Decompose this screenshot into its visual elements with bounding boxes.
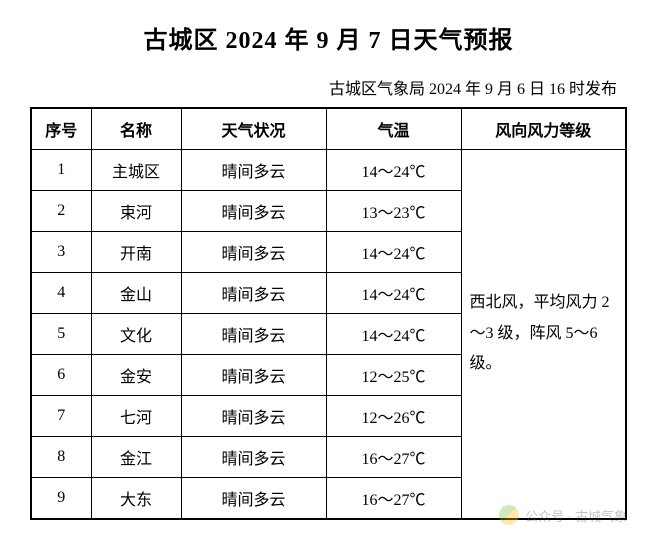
page-title: 古城区 2024 年 9 月 7 日天气预报 (30, 20, 627, 55)
cell-weather: 晴间多云 (181, 150, 326, 191)
watermark-text: 公众号 · 古城气象 (525, 506, 627, 525)
cell-name: 金山 (91, 273, 181, 314)
cell-seq: 1 (31, 150, 91, 191)
cell-name: 七河 (91, 396, 181, 437)
cell-temp: 13～23℃ (326, 191, 461, 232)
cell-temp: 14～24℃ (326, 232, 461, 273)
header-name: 名称 (91, 108, 181, 150)
header-weather: 天气状况 (181, 108, 326, 150)
cell-seq: 8 (31, 437, 91, 478)
cell-weather: 晴间多云 (181, 478, 326, 520)
cell-weather: 晴间多云 (181, 396, 326, 437)
cell-name: 主城区 (91, 150, 181, 191)
cell-weather: 晴间多云 (181, 314, 326, 355)
cell-seq: 9 (31, 478, 91, 520)
cell-weather: 晴间多云 (181, 232, 326, 273)
cell-temp: 12～26℃ (326, 396, 461, 437)
cell-weather: 晴间多云 (181, 437, 326, 478)
header-temp: 气温 (326, 108, 461, 150)
cell-name: 开南 (91, 232, 181, 273)
table-header-row: 序号 名称 天气状况 气温 风向风力等级 (31, 108, 626, 150)
publish-info: 古城区气象局 2024 年 9 月 6 日 16 时发布 (30, 75, 627, 99)
cell-temp: 16～27℃ (326, 478, 461, 520)
table-body: 1主城区晴间多云14～24℃西北风，平均风力 2～3 级，阵风 5～6 级。2束… (31, 150, 626, 520)
cell-seq: 3 (31, 232, 91, 273)
cell-name: 金江 (91, 437, 181, 478)
cell-seq: 2 (31, 191, 91, 232)
cell-temp: 14～24℃ (326, 273, 461, 314)
watermark: 公众号 · 古城气象 (499, 505, 627, 525)
cell-temp: 16～27℃ (326, 437, 461, 478)
cell-weather: 晴间多云 (181, 355, 326, 396)
table-row: 1主城区晴间多云14～24℃西北风，平均风力 2～3 级，阵风 5～6 级。 (31, 150, 626, 191)
cell-seq: 7 (31, 396, 91, 437)
cell-weather: 晴间多云 (181, 191, 326, 232)
header-seq: 序号 (31, 108, 91, 150)
cell-name: 束河 (91, 191, 181, 232)
cell-seq: 5 (31, 314, 91, 355)
wechat-icon (499, 505, 519, 525)
cell-temp: 14～24℃ (326, 314, 461, 355)
header-wind: 风向风力等级 (461, 108, 626, 150)
cell-name: 文化 (91, 314, 181, 355)
cell-name: 大东 (91, 478, 181, 520)
cell-name: 金安 (91, 355, 181, 396)
cell-weather: 晴间多云 (181, 273, 326, 314)
cell-temp: 12～25℃ (326, 355, 461, 396)
cell-wind: 西北风，平均风力 2～3 级，阵风 5～6 级。 (461, 150, 626, 520)
cell-seq: 6 (31, 355, 91, 396)
cell-temp: 14～24℃ (326, 150, 461, 191)
forecast-table: 序号 名称 天气状况 气温 风向风力等级 1主城区晴间多云14～24℃西北风，平… (30, 107, 627, 520)
cell-seq: 4 (31, 273, 91, 314)
